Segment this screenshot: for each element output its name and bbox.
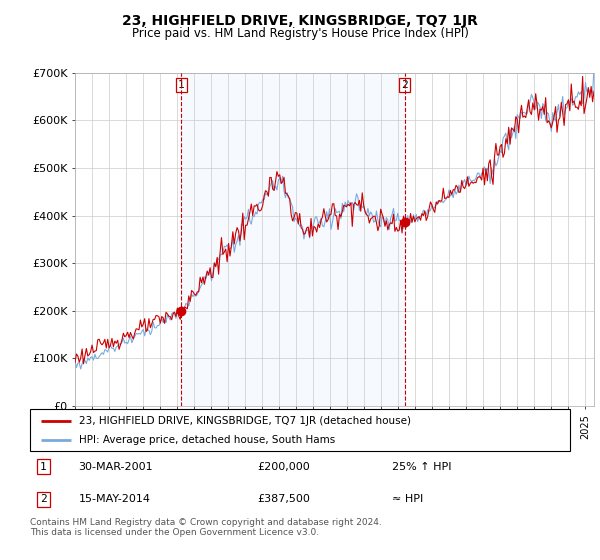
Text: ≈ HPI: ≈ HPI: [392, 494, 423, 505]
Text: Contains HM Land Registry data © Crown copyright and database right 2024.
This d: Contains HM Land Registry data © Crown c…: [30, 518, 382, 538]
Text: 23, HIGHFIELD DRIVE, KINGSBRIDGE, TQ7 1JR (detached house): 23, HIGHFIELD DRIVE, KINGSBRIDGE, TQ7 1J…: [79, 416, 410, 426]
Bar: [181, 73, 404, 406]
Text: HPI: Average price, detached house, South Hams: HPI: Average price, detached house, Sout…: [79, 435, 335, 445]
Text: 30-MAR-2001: 30-MAR-2001: [79, 461, 153, 472]
Text: 25% ↑ HPI: 25% ↑ HPI: [392, 461, 451, 472]
Text: 2: 2: [401, 80, 408, 90]
Text: £387,500: £387,500: [257, 494, 310, 505]
Text: 23, HIGHFIELD DRIVE, KINGSBRIDGE, TQ7 1JR: 23, HIGHFIELD DRIVE, KINGSBRIDGE, TQ7 1J…: [122, 14, 478, 28]
Text: 15-MAY-2014: 15-MAY-2014: [79, 494, 151, 505]
FancyBboxPatch shape: [30, 409, 570, 451]
Text: £200,000: £200,000: [257, 461, 310, 472]
Text: Price paid vs. HM Land Registry's House Price Index (HPI): Price paid vs. HM Land Registry's House …: [131, 27, 469, 40]
Text: 1: 1: [178, 80, 185, 90]
Text: 1: 1: [40, 461, 47, 472]
Text: 2: 2: [40, 494, 47, 505]
